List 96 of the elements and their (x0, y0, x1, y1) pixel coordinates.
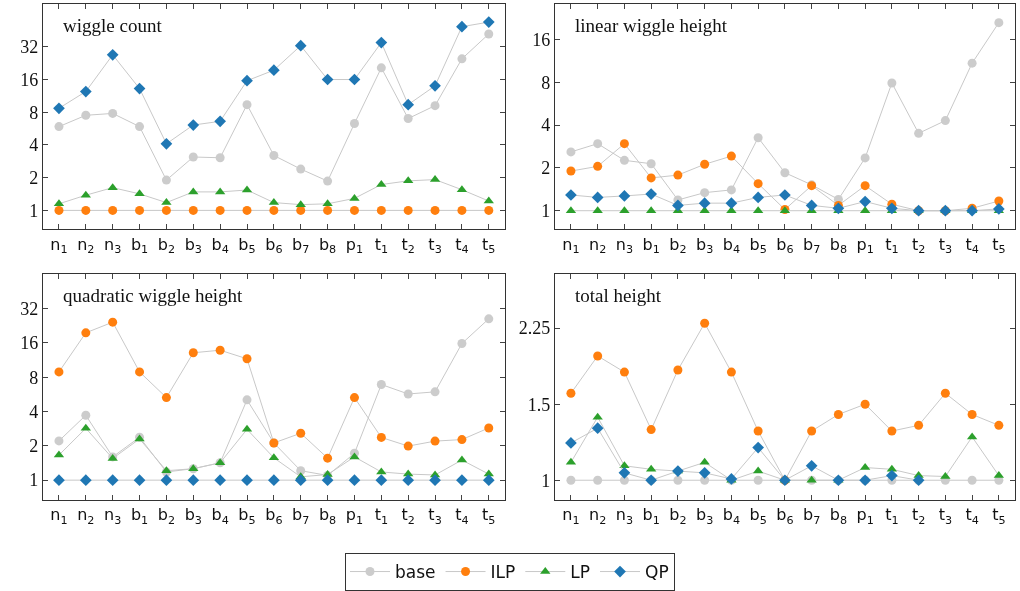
x-tick-label: b$_{1}$ (642, 234, 660, 256)
x-tick-label: t$_{1}$ (374, 234, 389, 256)
x-tick-label: n$_{2}$ (77, 234, 95, 256)
legend-label: base (395, 562, 436, 583)
x-tick-label: b$_{3}$ (696, 234, 714, 256)
y-tick-label: 32 (20, 37, 39, 58)
x-tick-label: b$_{2}$ (157, 505, 176, 527)
x-tick-label: b$_{8}$ (829, 234, 848, 256)
y-tick-label: 1.5 (527, 394, 551, 415)
y-tick-label: 4 (541, 115, 551, 136)
x-tick-label: n$_{1}$ (50, 234, 68, 256)
x-tick-label: p$_{1}$ (856, 234, 874, 256)
text: total height (575, 285, 662, 306)
x-tick-label: b$_{1}$ (130, 234, 149, 256)
x-tick-label: b$_{6}$ (776, 505, 794, 527)
x-tick-label: n$_{2}$ (77, 505, 95, 527)
text: wiggle count (63, 15, 163, 36)
x-tick-label: b$_{6}$ (776, 234, 794, 256)
x-tick-label: b$_{4}$ (722, 234, 741, 256)
y-tick-label: 2 (541, 158, 551, 179)
x-tick-label: b$_{5}$ (749, 234, 767, 256)
x-tick-label: n$_{3}$ (615, 234, 634, 256)
x-tick-label: t$_{1}$ (885, 505, 899, 527)
text: quadratic wiggle height (63, 285, 244, 306)
x-tick-label: p$_{1}$ (345, 234, 364, 256)
y-tick-label: 1 (541, 201, 551, 222)
x-tick-label: b$_{7}$ (803, 234, 821, 256)
x-tick-label: b$_{2}$ (669, 234, 687, 256)
y-tick-label: 1 (29, 470, 39, 491)
x-tick-label: b$_{4}$ (211, 234, 229, 256)
x-tick-label: t$_{3}$ (428, 505, 442, 527)
y-tick-label: 8 (541, 72, 551, 93)
y-tick-label: 2 (29, 167, 39, 188)
y-tick-label: 1 (29, 200, 39, 221)
x-tick-label: b$_{8}$ (318, 505, 337, 527)
x-tick-label: t$_{4}$ (455, 234, 469, 256)
x-tick-label: n$_{1}$ (562, 505, 580, 527)
y-tick-label: 2 (29, 436, 39, 457)
x-tick-label: b$_{6}$ (265, 234, 283, 256)
y-tick-label: 8 (29, 367, 39, 388)
x-tick-label: t$_{3}$ (938, 505, 953, 527)
x-tick-label: p$_{1}$ (345, 505, 364, 527)
x-tick-label: b$_{2}$ (157, 234, 176, 256)
x-tick-label: b$_{5}$ (749, 505, 767, 527)
x-tick-label: b$_{7}$ (292, 505, 310, 527)
x-tick-label: n$_{3}$ (615, 505, 634, 527)
y-tick-label: 2.25 (518, 318, 551, 339)
x-tick-label: b$_{8}$ (318, 234, 337, 256)
x-tick-label: b$_{8}$ (829, 505, 848, 527)
legend-label: QP (645, 562, 669, 583)
y-tick-label: 16 (532, 29, 551, 50)
x-tick-label: p$_{1}$ (856, 505, 874, 527)
x-tick-label: t$_{2}$ (401, 505, 415, 527)
x-tick-label: n$_{1}$ (50, 505, 68, 527)
x-tick-label: t$_{4}$ (965, 505, 979, 527)
x-tick-label: n$_{1}$ (562, 234, 580, 256)
x-tick-label: b$_{3}$ (696, 505, 714, 527)
x-tick-label: t$_{2}$ (911, 505, 926, 527)
x-tick-label: t$_{5}$ (482, 505, 496, 527)
x-tick-label: b$_{3}$ (184, 234, 202, 256)
x-tick-label: t$_{3}$ (938, 234, 953, 256)
legend-label: ILP (490, 562, 516, 583)
x-tick-label: t$_{1}$ (885, 234, 899, 256)
x-tick-label: n$_{2}$ (589, 234, 607, 256)
x-tick-label: b$_{7}$ (292, 234, 310, 256)
x-tick-label: b$_{1}$ (642, 505, 660, 527)
y-tick-label: 1 (541, 470, 551, 491)
x-tick-label: b$_{2}$ (669, 505, 687, 527)
y-tick-label: 16 (20, 333, 39, 354)
x-tick-label: b$_{5}$ (238, 234, 256, 256)
y-tick-label: 8 (29, 102, 39, 123)
x-tick-label: t$_{3}$ (428, 234, 442, 256)
y-tick-label: 32 (20, 298, 39, 319)
x-tick-label: b$_{3}$ (184, 505, 202, 527)
x-tick-label: n$_{2}$ (589, 505, 607, 527)
y-tick-label: 4 (29, 135, 39, 156)
legend-label: LP (570, 562, 591, 583)
x-tick-label: t$_{5}$ (992, 234, 1006, 256)
x-tick-label: t$_{1}$ (374, 505, 389, 527)
x-tick-label: t$_{2}$ (401, 234, 415, 256)
x-tick-label: n$_{3}$ (104, 234, 122, 256)
x-tick-label: b$_{4}$ (722, 505, 741, 527)
x-tick-label: t$_{4}$ (965, 234, 979, 256)
x-tick-label: t$_{5}$ (992, 505, 1006, 527)
y-tick-label: 16 (20, 69, 39, 90)
x-tick-label: b$_{5}$ (238, 505, 256, 527)
x-tick-label: b$_{7}$ (803, 505, 821, 527)
text: linear wiggle height (575, 15, 728, 36)
x-tick-label: t$_{4}$ (455, 505, 469, 527)
x-tick-label: t$_{2}$ (911, 234, 926, 256)
x-tick-label: n$_{3}$ (104, 505, 122, 527)
x-tick-label: b$_{4}$ (211, 505, 229, 527)
x-tick-label: b$_{6}$ (265, 505, 283, 527)
x-tick-label: t$_{5}$ (482, 234, 496, 256)
y-tick-label: 4 (29, 401, 39, 422)
x-tick-label: b$_{1}$ (130, 505, 149, 527)
